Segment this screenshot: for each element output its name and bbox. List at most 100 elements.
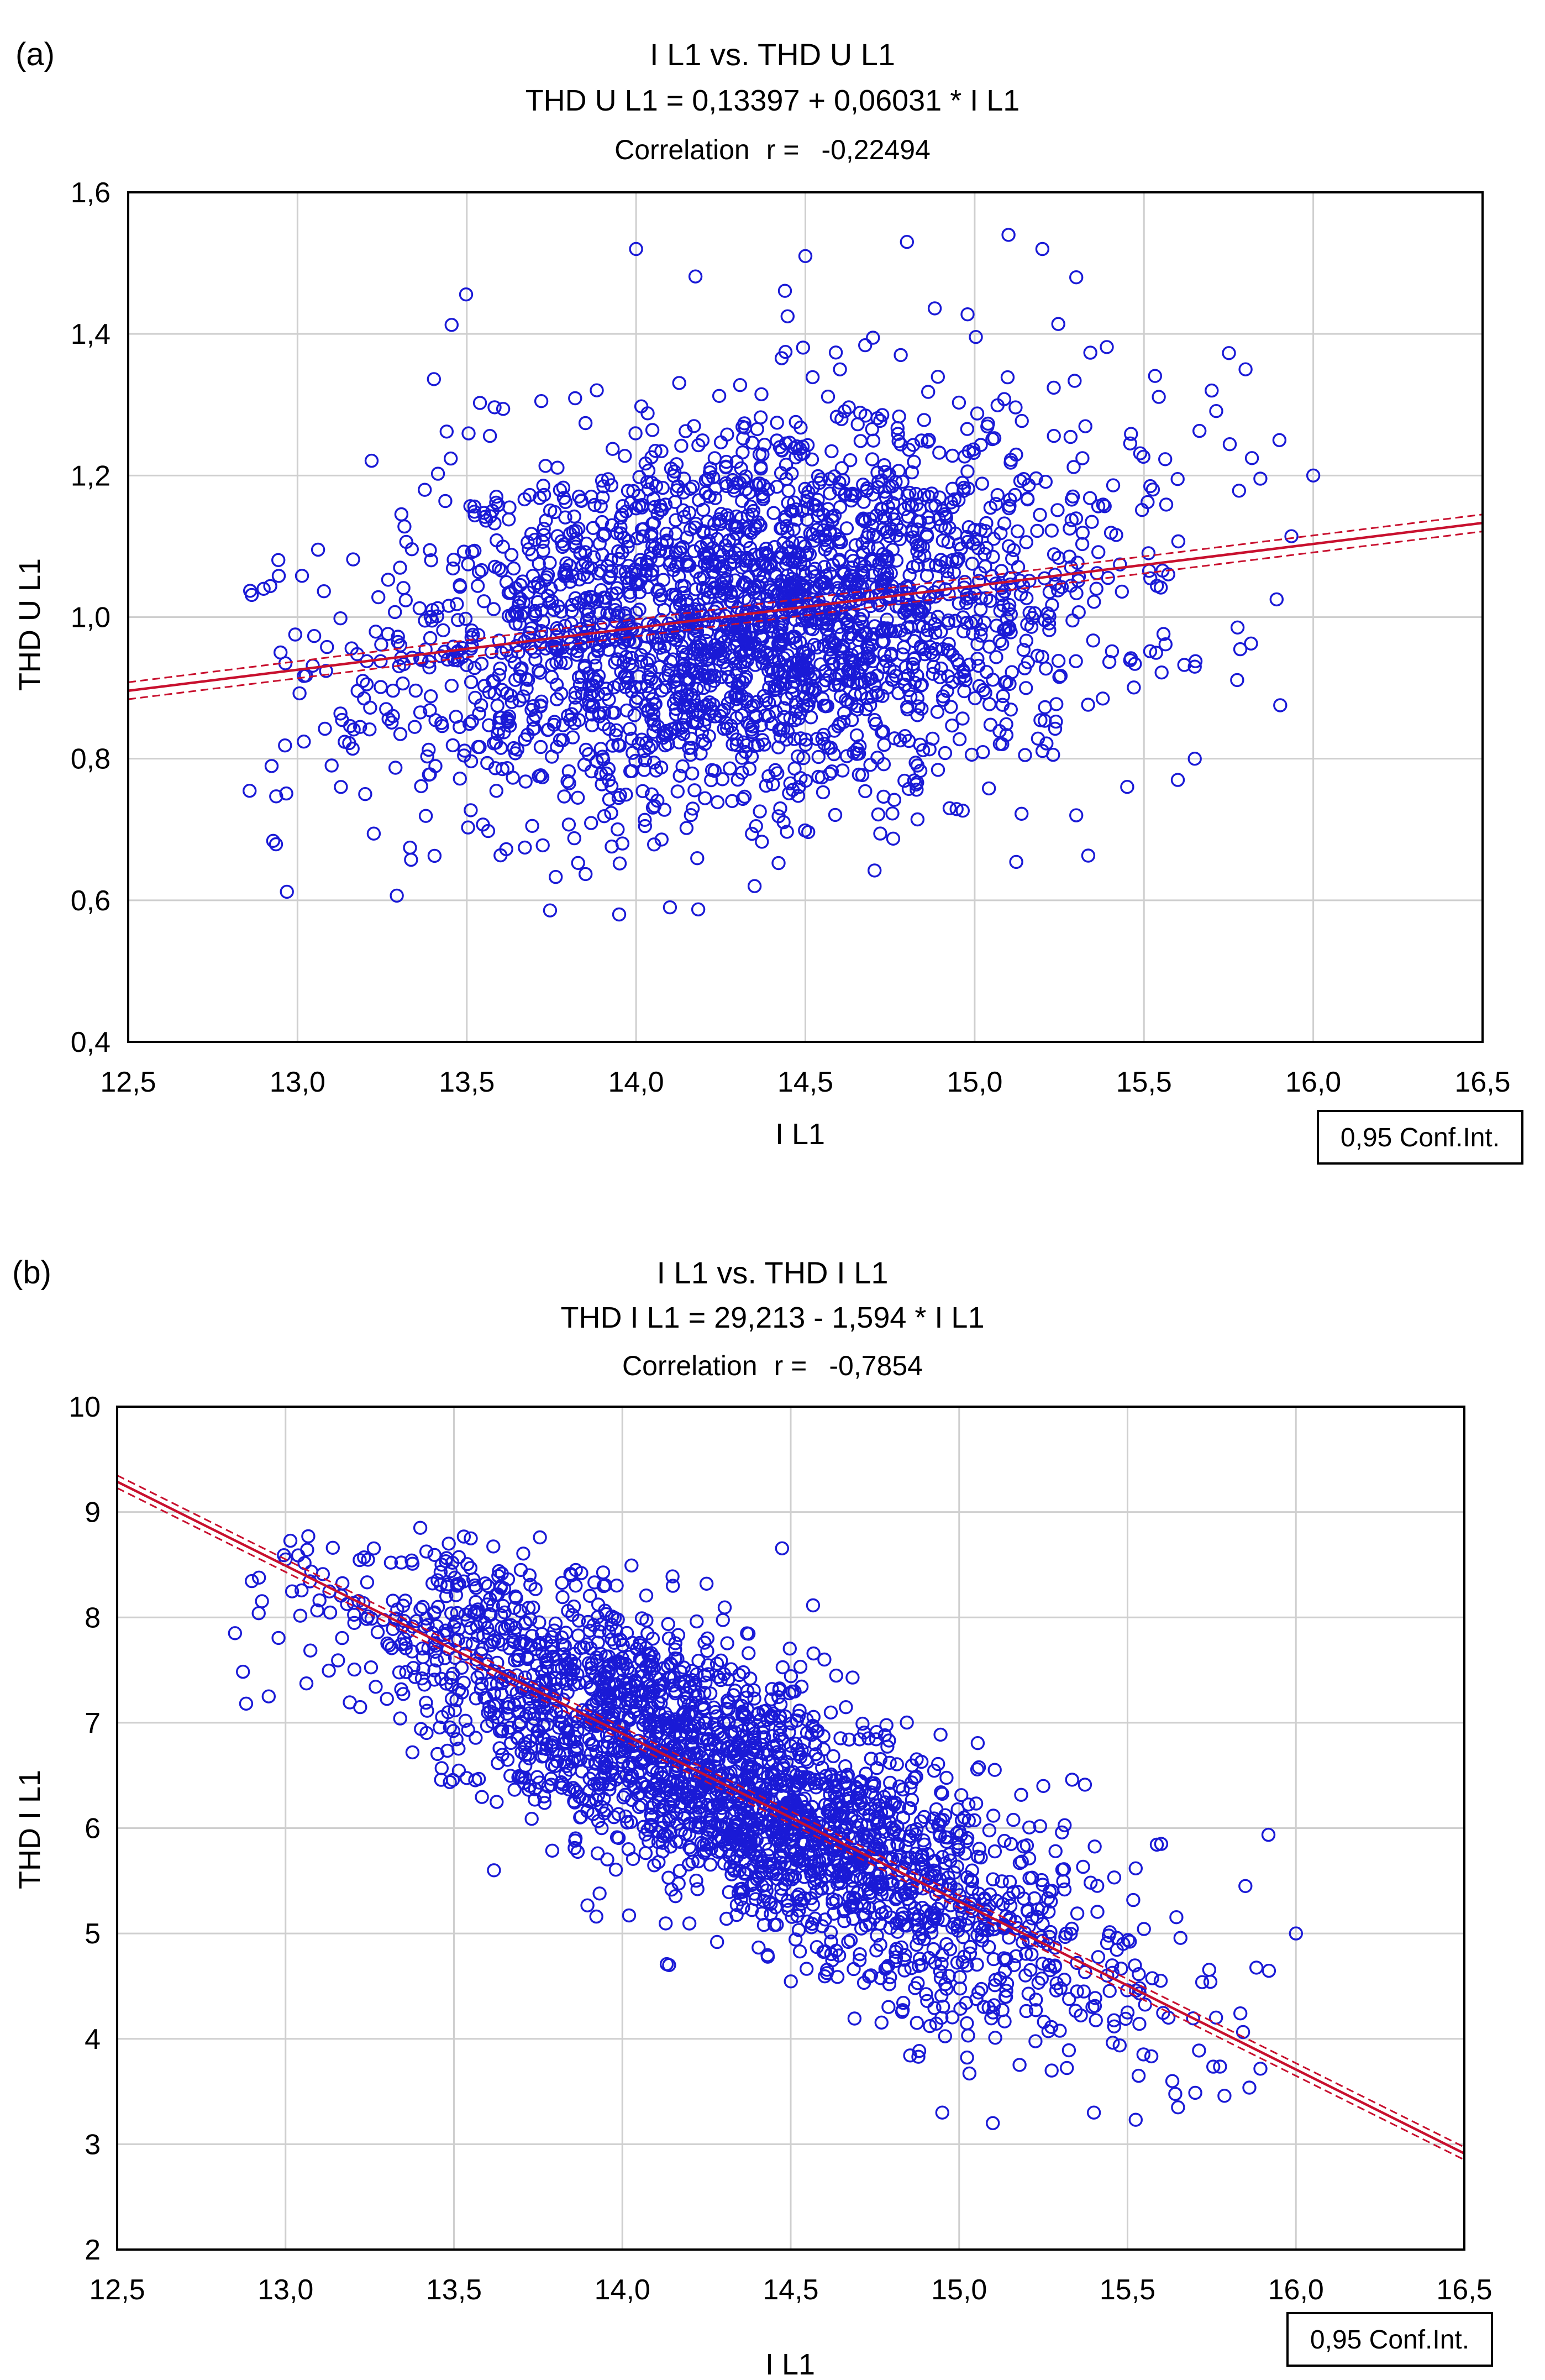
- scatter-point: [976, 1893, 991, 1907]
- scatter-point: [759, 693, 773, 707]
- scatter-point: [928, 626, 943, 640]
- scatter-point: [915, 605, 929, 619]
- scatter-point: [1128, 2112, 1143, 2127]
- scatter-point: [933, 1971, 948, 1985]
- scatter-point: [868, 712, 882, 727]
- scatter-point: [404, 852, 418, 867]
- scatter-point: [965, 557, 980, 571]
- scatter-point: [1253, 2062, 1268, 2076]
- scatter-point: [647, 755, 661, 770]
- scatter-point: [1063, 521, 1077, 536]
- scatter-point: [495, 683, 509, 697]
- scatter-point: [502, 512, 516, 527]
- scatter-point: [850, 747, 864, 761]
- scatter-point: [643, 663, 658, 678]
- scatter-point: [648, 676, 663, 690]
- scatter-point: [1269, 592, 1284, 607]
- scatter-point: [784, 1974, 798, 1989]
- scatter-point: [873, 413, 887, 428]
- scatter-point: [753, 804, 767, 819]
- scatter-point: [839, 1769, 854, 1784]
- scatter-point: [1114, 1961, 1128, 1976]
- scatter-point: [661, 1617, 675, 1632]
- scatter-point: [955, 1955, 970, 1969]
- scatter-point: [706, 565, 721, 579]
- scatter-point: [874, 2015, 889, 2030]
- scatter-point: [1113, 557, 1127, 572]
- scatter-point: [796, 751, 811, 766]
- scatter-point: [528, 1792, 542, 1807]
- scatter-point: [392, 1665, 407, 1680]
- scatter-point: [731, 520, 745, 534]
- scatter-point: [667, 620, 682, 635]
- scatter-point: [933, 559, 947, 574]
- scatter-point: [775, 1541, 790, 1556]
- scatter-point: [464, 675, 479, 689]
- scatter-point: [729, 454, 744, 469]
- scatter-point: [1069, 270, 1084, 285]
- scatter-point: [642, 653, 657, 668]
- scatter-point: [945, 2010, 960, 2025]
- scatter-point: [532, 1637, 546, 1652]
- scatter-point: [999, 728, 1014, 742]
- scatter-point: [501, 1618, 516, 1633]
- scatter-point: [668, 495, 682, 509]
- scatter-point: [800, 438, 815, 452]
- scatter-point: [803, 710, 818, 725]
- scatter-point: [439, 1551, 454, 1565]
- scatter-point: [502, 1641, 517, 1655]
- scatter-point: [927, 1763, 942, 1778]
- scatter-point: [622, 534, 636, 548]
- scatter-point: [870, 411, 885, 426]
- scatter-point: [802, 693, 817, 707]
- scatter-point: [540, 722, 555, 737]
- scatter-point: [1090, 1905, 1105, 1919]
- scatter-point: [595, 1821, 609, 1836]
- scatter-point: [418, 809, 433, 823]
- scatter-point: [734, 605, 749, 620]
- scatter-point: [1003, 492, 1017, 507]
- scatter-point: [714, 1653, 728, 1668]
- scatter-point: [863, 698, 877, 712]
- scatter-point: [910, 544, 924, 558]
- scatter-point: [942, 1847, 957, 1862]
- scatter-point: [1066, 460, 1081, 474]
- scatter-point: [829, 1893, 844, 1908]
- scatter-point: [865, 554, 880, 568]
- scatter-point: [805, 685, 820, 699]
- scatter-point: [965, 1882, 980, 1896]
- scatter-point: [751, 515, 765, 530]
- scatter-point: [744, 1902, 759, 1917]
- scatter-point: [1011, 1885, 1026, 1899]
- scatter-point: [595, 777, 609, 791]
- scatter-point: [798, 690, 812, 704]
- scatter-point: [824, 651, 839, 665]
- scatter-point: [940, 564, 954, 579]
- scatter-point: [952, 657, 966, 672]
- scatter-point: [593, 1691, 608, 1705]
- scatter-point: [521, 1747, 535, 1762]
- scatter-point: [719, 572, 734, 586]
- scatter-point: [956, 624, 971, 639]
- scatter-point: [852, 1953, 867, 1968]
- scatter-point: [458, 611, 473, 626]
- scatter-point: [1019, 633, 1034, 648]
- scatter-point: [560, 774, 575, 789]
- scatter-point: [587, 497, 602, 512]
- scatter-point: [735, 494, 749, 508]
- scatter-point: [494, 563, 508, 578]
- scatter-point: [472, 706, 486, 721]
- scatter-point: [503, 585, 518, 599]
- scatter-point: [465, 714, 479, 728]
- scatter-point: [570, 1785, 585, 1800]
- scatter-point: [666, 652, 680, 667]
- scatter-point: [1016, 643, 1031, 657]
- scatter-point: [405, 1644, 419, 1659]
- scatter-point: [463, 716, 477, 731]
- scatter-point: [612, 907, 627, 922]
- scatter-point: [256, 581, 271, 596]
- scatter-point: [697, 1838, 711, 1852]
- scatter-point: [766, 777, 780, 791]
- scatter-point: [1044, 523, 1059, 538]
- scatter-point: [688, 269, 703, 284]
